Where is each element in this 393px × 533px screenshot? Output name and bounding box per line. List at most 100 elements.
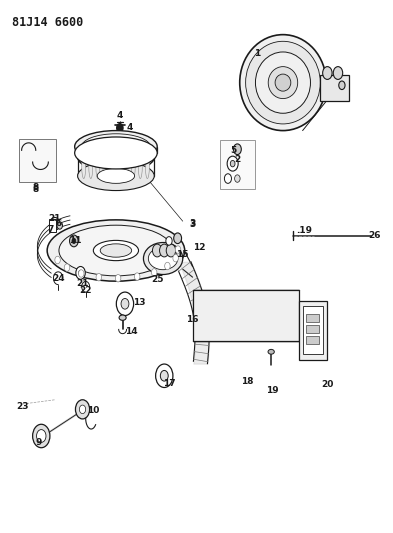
Circle shape bbox=[160, 244, 169, 257]
Ellipse shape bbox=[268, 350, 274, 354]
Ellipse shape bbox=[138, 154, 142, 179]
Ellipse shape bbox=[119, 315, 126, 320]
Bar bbox=[303, 306, 323, 354]
Bar bbox=[49, 219, 56, 232]
Ellipse shape bbox=[124, 154, 128, 179]
Circle shape bbox=[224, 174, 231, 183]
Circle shape bbox=[323, 67, 332, 79]
Text: 1: 1 bbox=[254, 49, 261, 58]
Bar bbox=[19, 139, 56, 182]
Text: 9: 9 bbox=[35, 438, 42, 447]
Circle shape bbox=[166, 237, 172, 245]
Ellipse shape bbox=[275, 74, 291, 91]
Circle shape bbox=[53, 221, 57, 227]
Circle shape bbox=[76, 266, 85, 279]
Circle shape bbox=[230, 160, 235, 167]
Circle shape bbox=[37, 430, 46, 442]
Circle shape bbox=[79, 270, 83, 276]
Text: 3: 3 bbox=[189, 221, 196, 229]
Text: 2: 2 bbox=[235, 156, 241, 164]
Ellipse shape bbox=[82, 154, 86, 179]
Ellipse shape bbox=[47, 220, 185, 281]
Text: 4: 4 bbox=[127, 124, 133, 132]
Text: 19: 19 bbox=[266, 386, 278, 394]
Circle shape bbox=[156, 364, 173, 387]
Circle shape bbox=[339, 81, 345, 90]
Text: 24: 24 bbox=[52, 274, 64, 282]
Ellipse shape bbox=[75, 131, 157, 163]
Text: 26: 26 bbox=[368, 231, 380, 240]
Ellipse shape bbox=[246, 41, 320, 124]
Text: 15: 15 bbox=[176, 251, 189, 259]
Circle shape bbox=[233, 144, 241, 155]
Circle shape bbox=[79, 405, 86, 414]
Circle shape bbox=[174, 233, 182, 244]
Ellipse shape bbox=[94, 240, 139, 261]
Text: 23: 23 bbox=[17, 402, 29, 410]
Ellipse shape bbox=[77, 142, 154, 172]
Ellipse shape bbox=[131, 154, 135, 179]
Bar bbox=[299, 301, 327, 360]
Ellipse shape bbox=[145, 154, 149, 179]
Circle shape bbox=[55, 256, 61, 264]
Circle shape bbox=[96, 273, 101, 281]
Circle shape bbox=[50, 217, 60, 230]
Text: 5: 5 bbox=[231, 146, 237, 155]
Text: 20: 20 bbox=[321, 381, 333, 389]
Circle shape bbox=[227, 156, 238, 171]
Ellipse shape bbox=[103, 154, 107, 179]
Circle shape bbox=[134, 273, 140, 280]
Circle shape bbox=[116, 274, 121, 282]
Text: 7: 7 bbox=[47, 225, 53, 233]
Text: 81J14 6600: 81J14 6600 bbox=[12, 16, 83, 29]
Circle shape bbox=[333, 67, 343, 79]
Circle shape bbox=[166, 244, 176, 257]
Text: 10: 10 bbox=[87, 406, 100, 415]
Ellipse shape bbox=[89, 154, 93, 179]
Text: 8: 8 bbox=[32, 183, 39, 192]
Ellipse shape bbox=[59, 225, 173, 276]
Circle shape bbox=[75, 400, 90, 419]
Ellipse shape bbox=[240, 35, 326, 131]
Circle shape bbox=[121, 298, 129, 309]
Text: 8: 8 bbox=[32, 185, 39, 193]
Circle shape bbox=[165, 262, 170, 270]
Bar bbox=[306, 325, 319, 333]
Text: 22: 22 bbox=[79, 286, 92, 295]
Ellipse shape bbox=[143, 243, 183, 274]
Text: 21: 21 bbox=[76, 279, 89, 288]
Text: 25: 25 bbox=[151, 276, 163, 284]
Circle shape bbox=[235, 175, 240, 182]
Ellipse shape bbox=[149, 247, 178, 270]
Circle shape bbox=[175, 246, 181, 253]
Ellipse shape bbox=[97, 168, 134, 183]
Circle shape bbox=[57, 222, 62, 229]
Ellipse shape bbox=[96, 154, 100, 179]
Ellipse shape bbox=[103, 141, 129, 152]
Text: 6: 6 bbox=[55, 220, 61, 228]
Ellipse shape bbox=[77, 161, 154, 191]
Text: 13: 13 bbox=[133, 298, 146, 307]
Ellipse shape bbox=[255, 52, 310, 114]
Text: 16: 16 bbox=[186, 316, 199, 324]
Circle shape bbox=[64, 264, 70, 271]
Circle shape bbox=[151, 269, 157, 276]
Circle shape bbox=[70, 235, 78, 247]
Circle shape bbox=[152, 244, 162, 257]
Text: 18: 18 bbox=[241, 377, 254, 385]
Circle shape bbox=[160, 370, 168, 381]
Text: 21: 21 bbox=[48, 214, 61, 223]
Ellipse shape bbox=[268, 67, 298, 99]
Bar bbox=[320, 75, 349, 101]
Text: 14: 14 bbox=[125, 327, 138, 336]
Circle shape bbox=[117, 124, 123, 132]
Ellipse shape bbox=[117, 154, 121, 179]
Text: 11: 11 bbox=[69, 237, 82, 245]
Circle shape bbox=[72, 238, 76, 244]
Circle shape bbox=[33, 424, 50, 448]
Bar bbox=[306, 314, 319, 322]
Text: 17: 17 bbox=[163, 379, 175, 388]
Circle shape bbox=[173, 254, 178, 262]
Circle shape bbox=[116, 292, 134, 316]
Ellipse shape bbox=[97, 150, 134, 165]
